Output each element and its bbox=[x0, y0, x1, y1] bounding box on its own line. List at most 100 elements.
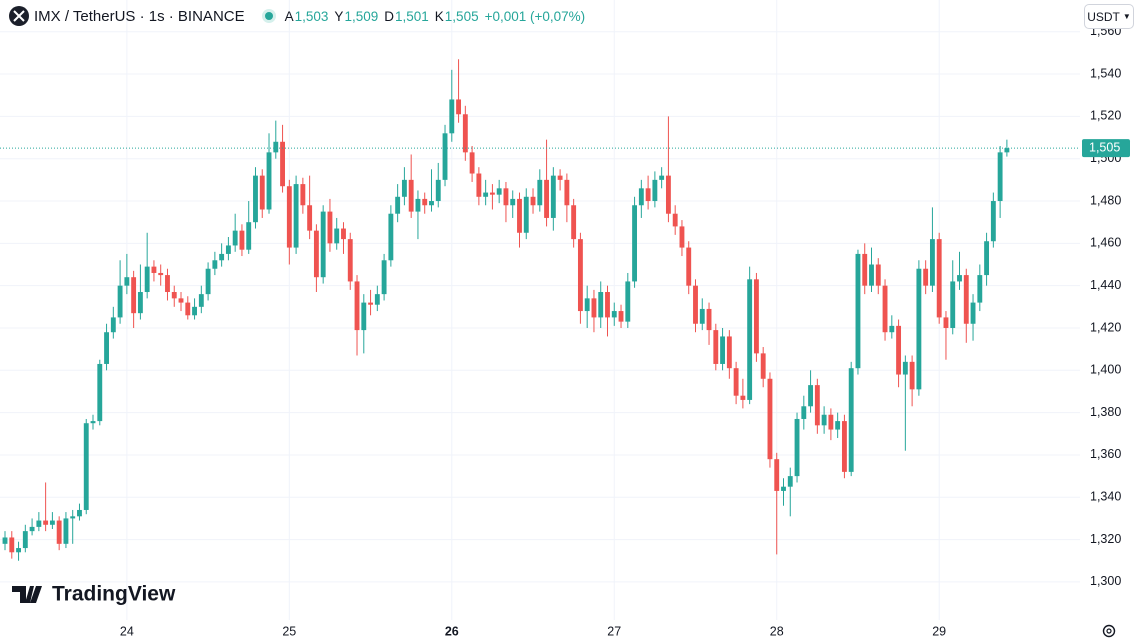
candle-body bbox=[408, 179, 414, 212]
candle-body bbox=[435, 179, 441, 202]
candle-body bbox=[814, 385, 820, 426]
candle-body bbox=[415, 198, 421, 212]
last-price-tag bbox=[1082, 139, 1130, 158]
watermark: TradingView bbox=[12, 583, 176, 606]
candle-body bbox=[307, 205, 313, 231]
candle-body bbox=[584, 298, 590, 312]
symbol-icon bbox=[9, 6, 29, 26]
candle-body bbox=[530, 196, 536, 206]
candle-body bbox=[523, 196, 529, 233]
candle-body bbox=[916, 268, 922, 390]
candle-body bbox=[381, 260, 387, 295]
candle-body bbox=[246, 222, 252, 250]
candle-body bbox=[401, 179, 407, 197]
legend-key: K bbox=[434, 8, 444, 24]
watermark-logo bbox=[12, 586, 42, 603]
status-dot bbox=[261, 9, 276, 23]
candle-body bbox=[753, 279, 759, 354]
y-tick-label: 1,380 bbox=[1090, 405, 1121, 419]
candle-body bbox=[618, 311, 624, 322]
candle-body bbox=[693, 285, 698, 324]
candle-body bbox=[781, 486, 786, 491]
candle-body bbox=[347, 239, 353, 282]
candle-body bbox=[699, 308, 705, 324]
candle-body bbox=[510, 198, 516, 206]
y-tick-label: 1,300 bbox=[1090, 574, 1121, 588]
candle-body bbox=[43, 520, 49, 525]
candle-body bbox=[896, 325, 902, 375]
candle-body bbox=[963, 275, 969, 324]
settings-icon[interactable] bbox=[1102, 624, 1116, 638]
candle-body bbox=[16, 548, 21, 553]
candle-body bbox=[943, 317, 949, 328]
candle-body bbox=[29, 526, 35, 532]
candle-body bbox=[909, 361, 915, 390]
candle-body bbox=[767, 378, 773, 460]
y-tick-label: 1,360 bbox=[1090, 447, 1121, 461]
candle-body bbox=[374, 294, 380, 305]
x-tick-label: 25 bbox=[282, 624, 296, 638]
candle-body bbox=[354, 281, 360, 331]
settings-icon-ring[interactable] bbox=[1102, 624, 1116, 638]
candle-body bbox=[882, 285, 888, 333]
candle-body bbox=[104, 332, 109, 364]
candle-body bbox=[577, 239, 583, 312]
candle-body bbox=[232, 230, 238, 246]
watermark-text: TradingView bbox=[52, 583, 176, 606]
candle-body bbox=[334, 228, 340, 244]
candle-body bbox=[124, 277, 130, 286]
candle-body bbox=[821, 414, 827, 426]
candle-body bbox=[185, 302, 191, 316]
candle-body bbox=[713, 330, 719, 364]
candle-body bbox=[49, 520, 55, 525]
settings-icon-core[interactable] bbox=[1106, 628, 1112, 634]
x-tick-label: 26 bbox=[445, 624, 459, 638]
candle-body bbox=[219, 253, 225, 261]
candle-body bbox=[56, 520, 62, 544]
candle-body bbox=[605, 292, 610, 318]
candle-body bbox=[212, 260, 218, 269]
candle-body bbox=[483, 192, 489, 197]
candle-body bbox=[984, 241, 990, 276]
candle-body bbox=[293, 184, 299, 248]
candle-body bbox=[645, 188, 651, 202]
candle-body bbox=[720, 336, 726, 364]
currency-label[interactable]: USDT bbox=[1087, 9, 1120, 24]
currency-selector[interactable]: USDT ▼ bbox=[1084, 4, 1134, 29]
candle-body bbox=[388, 213, 394, 261]
candle-body bbox=[110, 317, 116, 333]
candle-body bbox=[395, 196, 401, 214]
candle-body bbox=[259, 175, 265, 210]
candle-body bbox=[726, 336, 732, 369]
legend-key: Y bbox=[334, 8, 344, 24]
candle-body bbox=[659, 175, 665, 180]
candle-body bbox=[801, 406, 807, 419]
candle-body bbox=[462, 114, 468, 153]
candle-body bbox=[320, 211, 326, 278]
candle-body bbox=[571, 205, 577, 240]
candle-body bbox=[902, 361, 908, 375]
last-price-label: 1,505 bbox=[1089, 140, 1120, 154]
dropdown-caret[interactable]: ▼ bbox=[1122, 12, 1131, 21]
candle-body bbox=[496, 188, 502, 195]
candle-body bbox=[158, 272, 164, 276]
candle-body bbox=[327, 211, 333, 244]
candle-body bbox=[22, 531, 28, 549]
y-tick-label: 1,420 bbox=[1090, 320, 1121, 334]
candle-body bbox=[476, 173, 482, 197]
candle-body bbox=[774, 459, 780, 491]
change: +0,001 (+0,07%) bbox=[484, 8, 586, 24]
candle-body bbox=[90, 421, 96, 424]
candle-body bbox=[686, 247, 692, 286]
candle-body bbox=[760, 353, 766, 379]
x-tick-label: 29 bbox=[932, 624, 946, 638]
candle-body bbox=[632, 205, 638, 282]
candle-body bbox=[855, 253, 861, 369]
candle-body bbox=[733, 368, 739, 396]
candle-body bbox=[97, 363, 103, 422]
candle-body bbox=[83, 423, 89, 510]
x-tick-label: 24 bbox=[120, 624, 134, 638]
candle-body bbox=[841, 421, 847, 472]
